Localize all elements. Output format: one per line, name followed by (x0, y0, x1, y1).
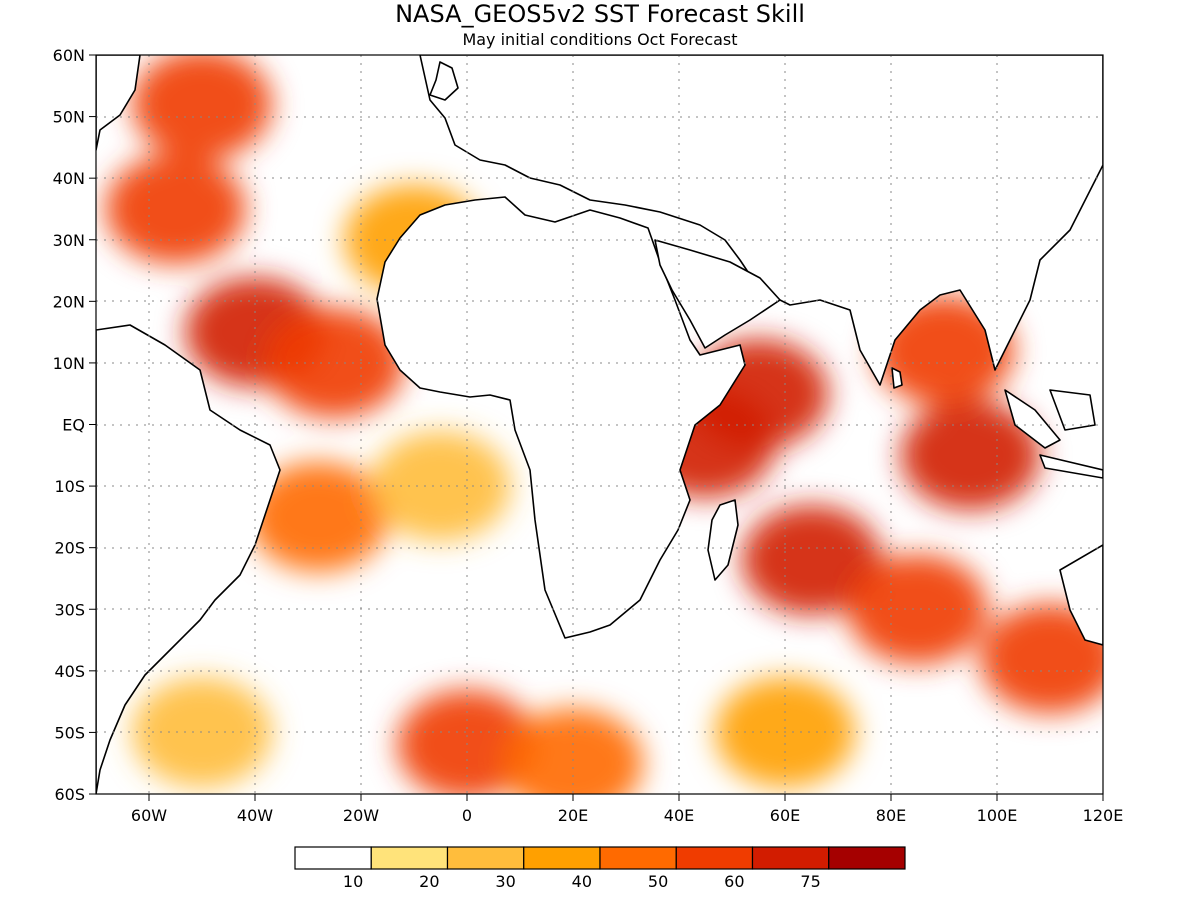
colorbar-label: 20 (419, 872, 439, 891)
map-subtitle: May initial conditions Oct Forecast (462, 30, 737, 49)
skill-region (397, 689, 537, 794)
x-tick-label: 100E (977, 806, 1018, 825)
skill-region (980, 603, 1103, 714)
continent-europe-asia (419, 55, 1103, 386)
island-madagascar (707, 499, 739, 581)
x-tick-label: 40E (664, 806, 694, 825)
y-axis: 60N 50N 40N 30N 20N 10N EQ 10S 20S 30S 40S 50S 60S (53, 46, 96, 804)
colorbar-label: 75 (800, 872, 820, 891)
x-axis: 60W 40W 20W 0 20E 40E 60E 80E 100E 120E (131, 794, 1123, 825)
colorbar-swatch (675, 846, 754, 870)
colorbar-label: 40 (572, 872, 592, 891)
colorbar-label: 60 (724, 872, 744, 891)
skill-region (248, 461, 389, 572)
x-tick-label: 40W (237, 806, 273, 825)
y-tick-label: 30S (54, 600, 85, 619)
y-tick-label: 50N (53, 108, 85, 127)
colorbar-swatch (523, 846, 601, 870)
continent-north-america (96, 55, 141, 151)
skill-region (105, 153, 246, 264)
continent-south-america (96, 324, 281, 794)
skill-region (264, 307, 405, 418)
continent-australia (1059, 544, 1103, 646)
y-tick-label: 10S (54, 477, 85, 496)
skill-region (847, 554, 988, 665)
islands-indonesia (1004, 389, 1103, 479)
y-tick-label: 20S (54, 539, 85, 558)
skill-region (900, 400, 1041, 511)
y-tick-label: 40N (53, 169, 85, 188)
skill-region (132, 55, 272, 160)
y-tick-label: 60N (53, 46, 85, 65)
skill-region (503, 708, 643, 794)
colorbar: 10 20 30 40 50 60 75 (294, 846, 906, 891)
y-tick-label: 20N (53, 292, 85, 311)
x-tick-label: 0 (462, 806, 472, 825)
colorbar-swatch (294, 846, 372, 870)
colorbar-swatch (751, 846, 830, 870)
y-tick-label: 50S (54, 723, 85, 742)
x-tick-label: 80E (876, 806, 906, 825)
y-tick-label: 40S (54, 662, 85, 681)
continents (96, 55, 1103, 794)
y-tick-label: EQ (62, 416, 85, 435)
colorbar-swatch (370, 846, 449, 870)
y-tick-label: 30N (53, 231, 85, 250)
island-uk (429, 61, 459, 101)
colorbar-swatch (828, 846, 906, 870)
y-tick-label: 60S (54, 785, 85, 804)
y-tick-label: 10N (53, 354, 85, 373)
x-tick-label: 20W (343, 806, 379, 825)
x-tick-label: 120E (1083, 806, 1124, 825)
x-tick-label: 60W (131, 806, 167, 825)
island-sri-lanka (891, 367, 903, 389)
grid-lines (96, 55, 1103, 794)
colorbar-label: 30 (495, 872, 515, 891)
continent-africa (376, 196, 746, 639)
continent-arabia (654, 239, 781, 349)
skill-region (741, 504, 882, 615)
colorbar-swatch (599, 846, 677, 870)
colorbar-label: 50 (648, 872, 668, 891)
x-tick-label: 60E (770, 806, 800, 825)
colorbar-swatch (446, 846, 525, 870)
colorbar-label: 10 (343, 872, 363, 891)
map-title: NASA_GEOS5v2 SST Forecast Skill (395, 0, 805, 28)
x-tick-label: 20E (558, 806, 588, 825)
